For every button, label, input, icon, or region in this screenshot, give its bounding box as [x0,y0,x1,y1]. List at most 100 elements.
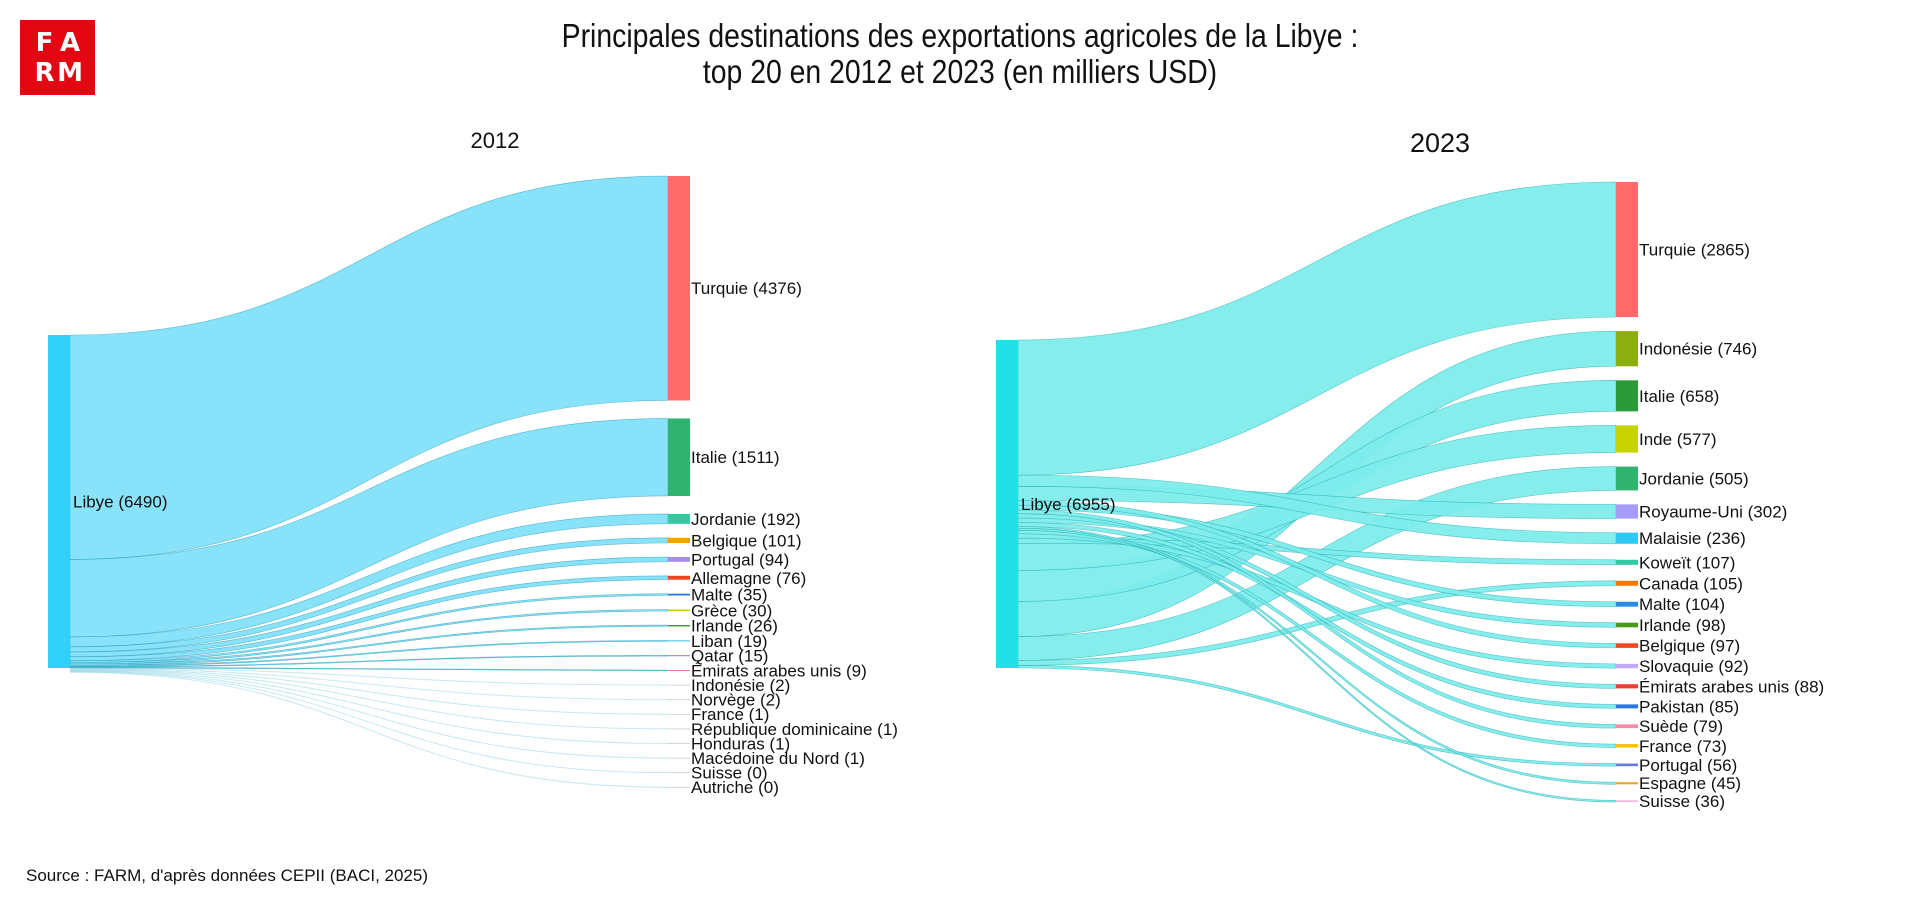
node-irlande [668,625,690,627]
node-macedoine-du-nord [668,757,690,759]
node-label-qatar: Qatar (15) [691,647,768,666]
links [69,175,669,788]
link-portugal [69,556,669,658]
node-label-turquie: Turquie (4376) [691,279,802,298]
node-belgique [668,537,690,543]
source-note: Source : FARM, d'après données CEPII (BA… [26,866,428,885]
node-malte [1616,601,1638,607]
node-label-turquie: Turquie (2865) [1639,241,1750,260]
panel-title-2023: 2023 [1409,128,1471,158]
link-pakistan [1017,522,1617,709]
node-portugal [1616,763,1638,767]
node-label-indonesie: Indonésie (746) [1639,340,1757,359]
node-label-belgique: Belgique (101) [691,531,802,550]
node-label-koweit: Koweït (107) [1639,553,1735,572]
node-label-inde: Inde (577) [1639,430,1717,449]
node-label-grece: Grèce (30) [691,601,772,620]
chart-title-line1: Principales destinations des exportation… [561,17,1359,54]
node-irlande [1616,622,1638,628]
node-liban [668,640,690,642]
node-label-belgique: Belgique (97) [1639,637,1740,656]
node-label-liban: Liban (19) [691,632,768,651]
node-label-indonesie: Indonésie (2) [691,676,790,695]
node-libye [48,335,70,668]
node-norvege [668,699,690,701]
node-indonesie [1616,331,1638,367]
node-jordanie [1616,466,1638,491]
node-suisse [668,772,690,774]
logo-letter-r: R [34,58,55,88]
node-republique-dominicaine [668,728,690,730]
node-label-malte: Malte (104) [1639,595,1725,614]
node-malaisie [1616,532,1638,544]
node-france [1616,744,1638,748]
node-royaume-uni [1616,504,1638,519]
node-label-suisse: Suisse (0) [691,764,768,783]
node-label-macedoine-du-nord: Macédoine du Nord (1) [691,749,865,768]
node-label-espagne: Espagne (45) [1639,774,1741,793]
node-suisse [1616,800,1638,802]
node-label-france: France (73) [1639,737,1727,756]
node-label-irlande: Irlande (26) [691,617,778,636]
node-label-royaume-uni: Royaume-Uni (302) [1639,503,1787,522]
node-koweit [1616,559,1638,565]
node-emirats-arabes-unis [668,670,690,671]
node-canada [1616,580,1638,586]
node-malte [668,593,690,596]
node-label-emirats-arabes-unis: Émirats arabes unis (88) [1639,677,1824,696]
node-espagne [1616,782,1638,785]
node-label-suede: Suède (79) [1639,717,1723,736]
node-label-france: France (1) [691,705,769,724]
logo-letter-a: A [60,28,81,58]
node-label-italie: Italie (658) [1639,387,1719,406]
link-espagne [1017,527,1617,785]
node-label-jordanie: Jordanie (192) [691,510,801,529]
node-label-portugal: Portugal (56) [1639,756,1737,775]
node-label-norvege: Norvège (2) [691,691,781,710]
link-turquie [1017,181,1617,476]
node-label-suisse: Suisse (36) [1639,792,1725,811]
node-turquie [1616,182,1638,318]
node-jordanie [668,513,690,524]
node-libye [996,340,1018,668]
node-label-allemagne: Allemagne (76) [691,569,806,588]
farm-logo: F A R M [20,20,95,95]
chart-title: Principales destinations des exportation… [444,18,1476,90]
panel-title-2012: 2012 [470,128,520,153]
node-autriche [668,786,690,788]
node-honduras [668,743,690,744]
node-emirats-arabes-unis [1616,684,1638,689]
node-france [668,713,690,715]
logo-letter-m: M [57,58,83,88]
logo-letter-f: F [35,28,54,58]
link-jordanie [69,513,669,648]
node-grece [668,609,690,612]
node-inde [1616,425,1638,453]
node-label-slovaquie: Slovaquie (92) [1639,657,1749,676]
node-suede [1616,724,1638,729]
node-label-libye: Libye (6955) [1021,495,1116,514]
node-label-portugal: Portugal (94) [691,550,789,569]
node-indonesie [668,684,690,686]
links [1017,181,1617,803]
node-belgique [1616,643,1638,648]
node-label-emirats-arabes-unis: Émirats arabes unis (9) [691,661,867,680]
node-label-honduras: Honduras (1) [691,734,790,753]
node-label-pakistan: Pakistan (85) [1639,697,1739,716]
node-turquie [668,176,690,401]
node-slovaquie [1616,663,1638,669]
node-label-canada: Canada (105) [1639,574,1743,593]
node-label-libye: Libye (6490) [73,493,168,512]
nodes: Libye (6955) Turquie (2865) Indonésie (746… [996,182,1824,811]
link-liban [69,640,669,667]
node-label-italie: Italie (1511) [691,448,780,467]
node-allemagne [668,575,690,580]
node-italie [1616,380,1638,412]
nodes: Libye (6490) Turquie (4376) Italie (1511) J… [48,176,898,797]
node-qatar [668,655,690,657]
link-malte [69,593,669,663]
node-italie [668,418,690,496]
node-label-autriche: Autriche (0) [691,778,779,797]
